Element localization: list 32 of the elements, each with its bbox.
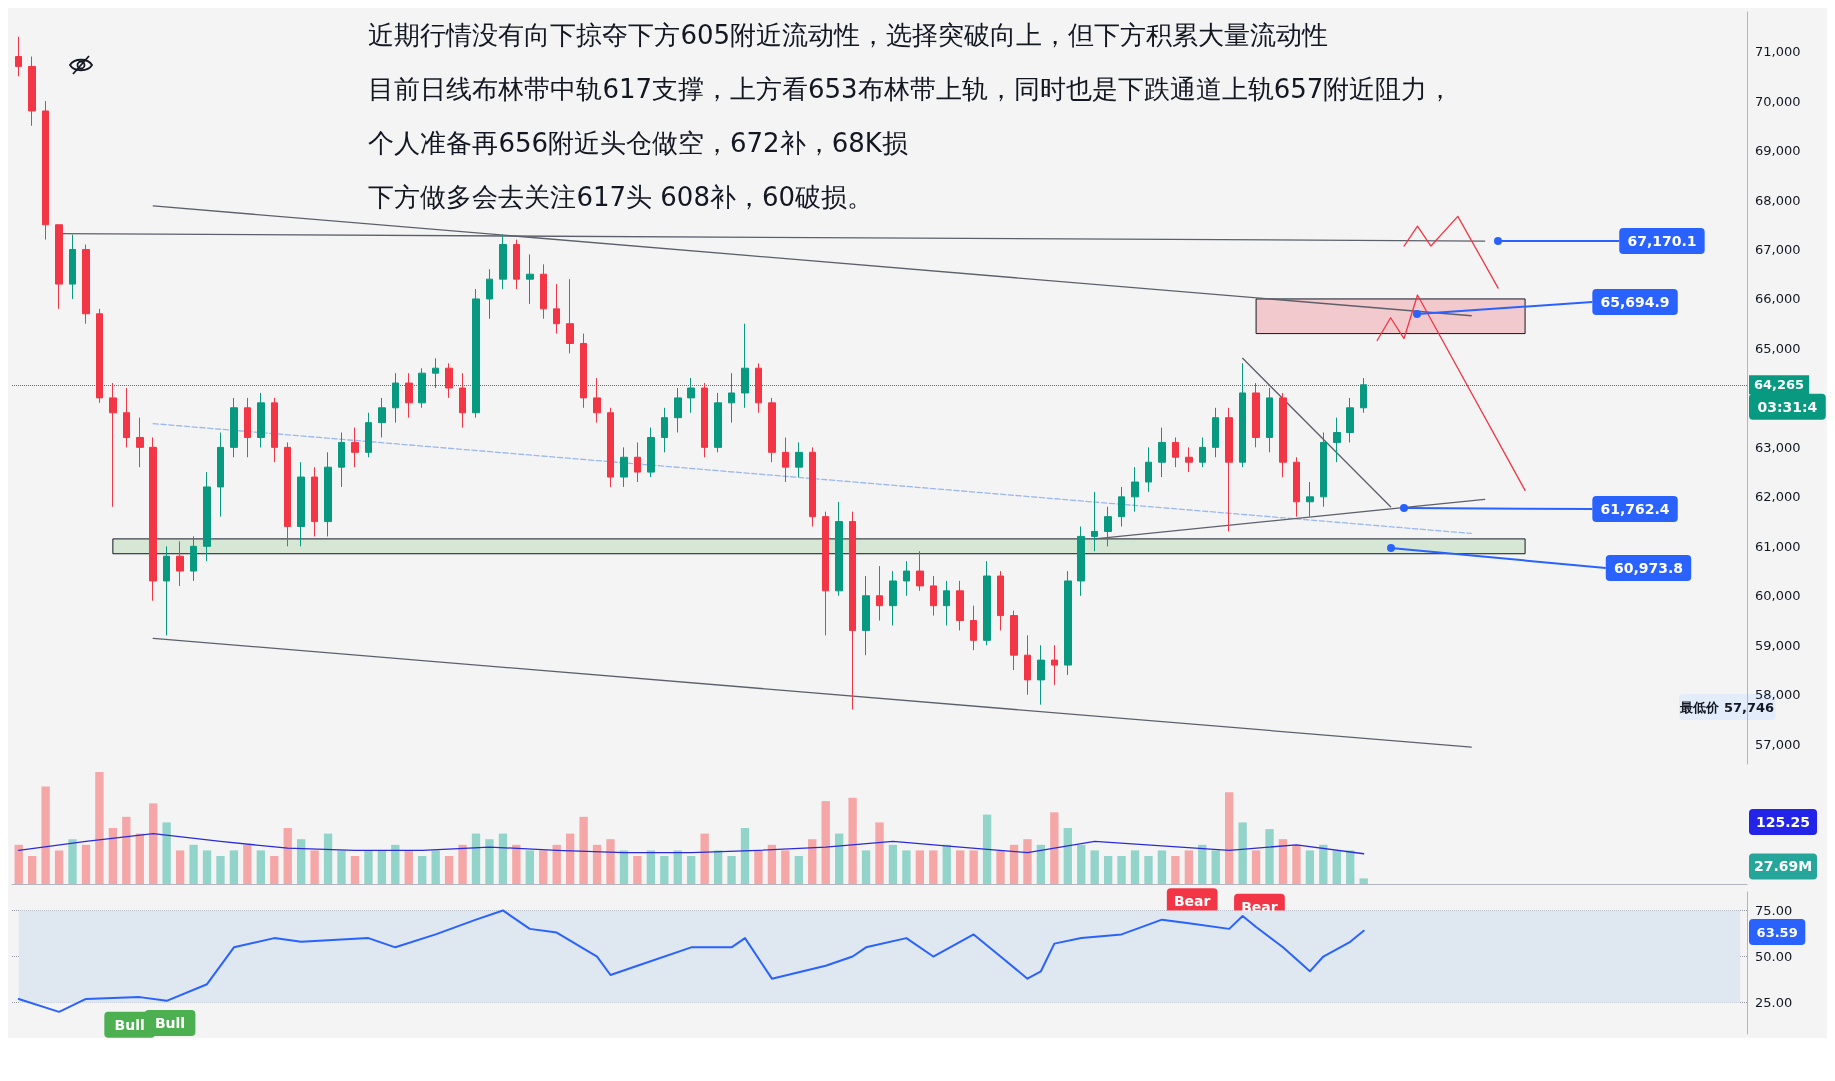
- text: 125.25: [1756, 814, 1811, 830]
- y-tick-label: 65,000: [1755, 340, 1801, 356]
- text: 63.59: [1756, 924, 1798, 940]
- y-tick-label: 69,000: [1755, 143, 1801, 159]
- y-tick-label: 25.00: [1755, 995, 1793, 1011]
- y-tick-label: 61,000: [1755, 538, 1801, 554]
- y-tick-label: 62,000: [1755, 489, 1801, 505]
- annotation: 61,762.4: [1600, 501, 1670, 517]
- y-tick-label: 63,000: [1755, 439, 1801, 455]
- y-tick-label: 75.00: [1755, 902, 1793, 918]
- y-tick-label: 67,000: [1755, 241, 1801, 257]
- ref-line-label: 64,265: [1754, 377, 1805, 393]
- y-tick-label: 57,000: [1755, 736, 1801, 752]
- y-tick-label: 71,000: [1755, 44, 1801, 60]
- annotation: Bull: [114, 1016, 145, 1033]
- annotation: 个人准备再656附近头仓做空，672补，68K损: [368, 128, 908, 158]
- annotation: 近期行情没有向下掠夺下方605附近流动性，选择突破向上，但下方积累大量流动性: [368, 20, 1329, 50]
- annotation: 下方做多会去关注617头 608补，60破损。: [368, 182, 874, 212]
- annotation: 67,170.1: [1627, 233, 1697, 249]
- annotation: Bull: [154, 1014, 186, 1031]
- annotation: 60,973.8: [1613, 560, 1684, 576]
- annotation: Bear: [1173, 893, 1211, 910]
- y-tick-label: 70,000: [1755, 93, 1801, 109]
- annotation: 65,694.9: [1600, 294, 1670, 310]
- y-tick-label: 68,000: [1755, 192, 1801, 208]
- y-tick-label: 66,000: [1755, 291, 1801, 307]
- annotation: 目前日线布林带中轨617支撑，上方看653布林带上轨，同时也是下跌通道上轨657附近阻力，: [368, 74, 1454, 104]
- text: 27.69M: [1753, 858, 1813, 875]
- y-tick-label: 59,000: [1755, 637, 1801, 653]
- y-tick-label: 50.00: [1755, 949, 1793, 965]
- text: 03:31:4: [1757, 398, 1818, 415]
- y-tick-label: 60,000: [1755, 588, 1801, 604]
